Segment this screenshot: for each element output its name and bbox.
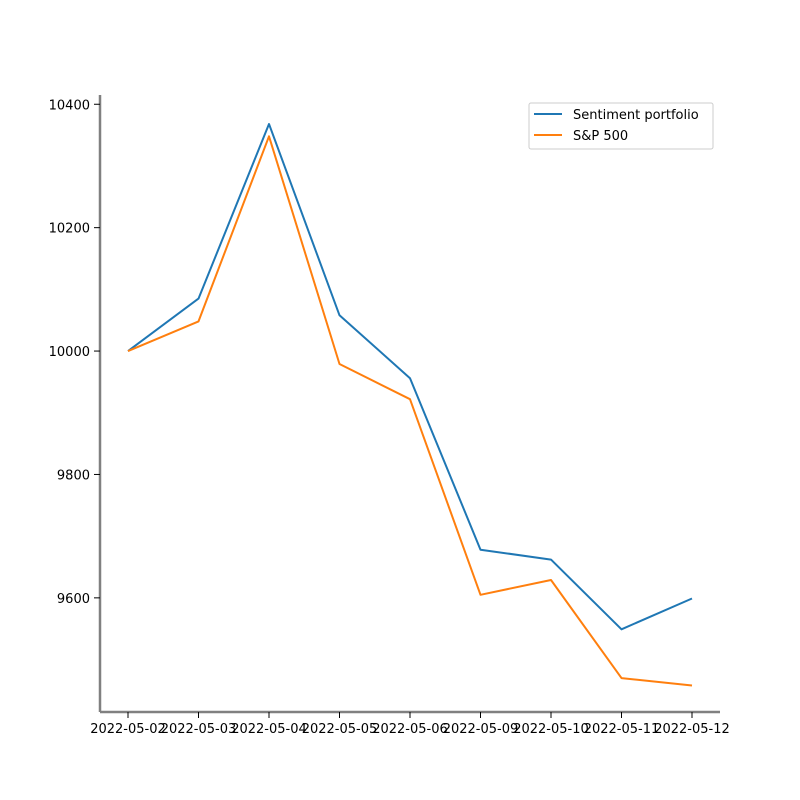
legend-label-sp500: S&P 500	[573, 129, 628, 144]
y-tick-label: 9800	[57, 468, 90, 483]
series-layer	[127, 123, 693, 687]
x-tick-label: 2022-05-09	[443, 722, 519, 737]
y-ticks: 9600 9800 10000 10200 10400	[49, 98, 100, 607]
y-tick-label: 10200	[49, 222, 90, 237]
x-ticks: 2022-05-022022-05-032022-05-042022-05-05…	[90, 712, 730, 737]
x-tick-label: 2022-05-04	[231, 722, 307, 737]
y-tick-label: 10400	[49, 98, 90, 113]
x-tick-label: 2022-05-05	[302, 722, 378, 737]
x-tick-label: 2022-05-10	[513, 722, 589, 737]
x-tick-label: 2022-05-12	[654, 722, 730, 737]
legend: Sentiment portfolio S&P 500	[528, 102, 714, 150]
x-tick-label: 2022-05-11	[584, 722, 660, 737]
y-tick-label: 9600	[57, 592, 90, 607]
series-line-s-p-500	[127, 135, 693, 687]
x-tick-label: 2022-05-02	[90, 722, 166, 737]
y-tick-label: 10000	[49, 345, 90, 360]
series-line-sentiment-portfolio	[127, 123, 693, 631]
legend-label-sentiment-portfolio: Sentiment portfolio	[573, 108, 699, 123]
x-tick-label: 2022-05-06	[372, 722, 448, 737]
x-tick-label: 2022-05-03	[161, 722, 237, 737]
legend-frame	[528, 102, 714, 150]
axes	[98, 95, 720, 714]
